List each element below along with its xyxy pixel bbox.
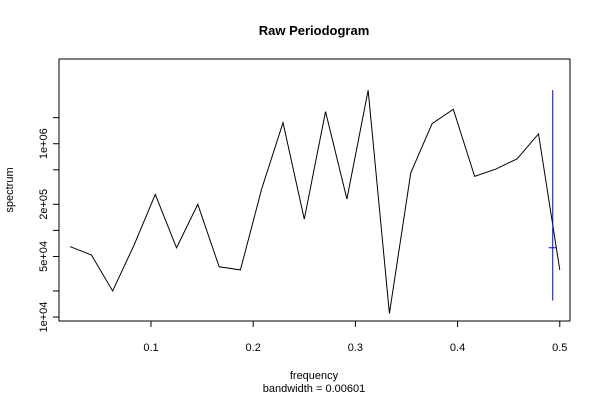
chart-title: Raw Periodogram xyxy=(259,23,370,38)
x-tick-label: 0.5 xyxy=(552,342,567,354)
y-tick-label: 1e+04 xyxy=(38,302,50,333)
y-axis: 1e+04 5e+04 2e+05 1e+06 xyxy=(38,117,59,333)
series-layer xyxy=(69,90,561,314)
y-axis-label: spectrum xyxy=(4,167,16,212)
x-tick-label: 0.3 xyxy=(348,342,363,354)
y-tick-label: 2e+05 xyxy=(38,189,50,220)
x-axis: 0.1 0.2 0.3 0.4 0.5 xyxy=(143,321,567,354)
confidence-bar xyxy=(548,90,557,301)
y-tick-label: 1e+06 xyxy=(38,128,50,159)
x-tick-label: 0.4 xyxy=(450,342,465,354)
x-tick-label: 0.2 xyxy=(246,342,261,354)
x-tick-label: 0.1 xyxy=(143,342,158,354)
x-axis-label: frequency xyxy=(290,370,339,382)
bandwidth-label: bandwidth = 0.00601 xyxy=(263,383,365,395)
plot-area-frame xyxy=(58,58,571,322)
y-tick-label: 5e+04 xyxy=(38,241,50,272)
spectrum-line xyxy=(69,90,561,314)
